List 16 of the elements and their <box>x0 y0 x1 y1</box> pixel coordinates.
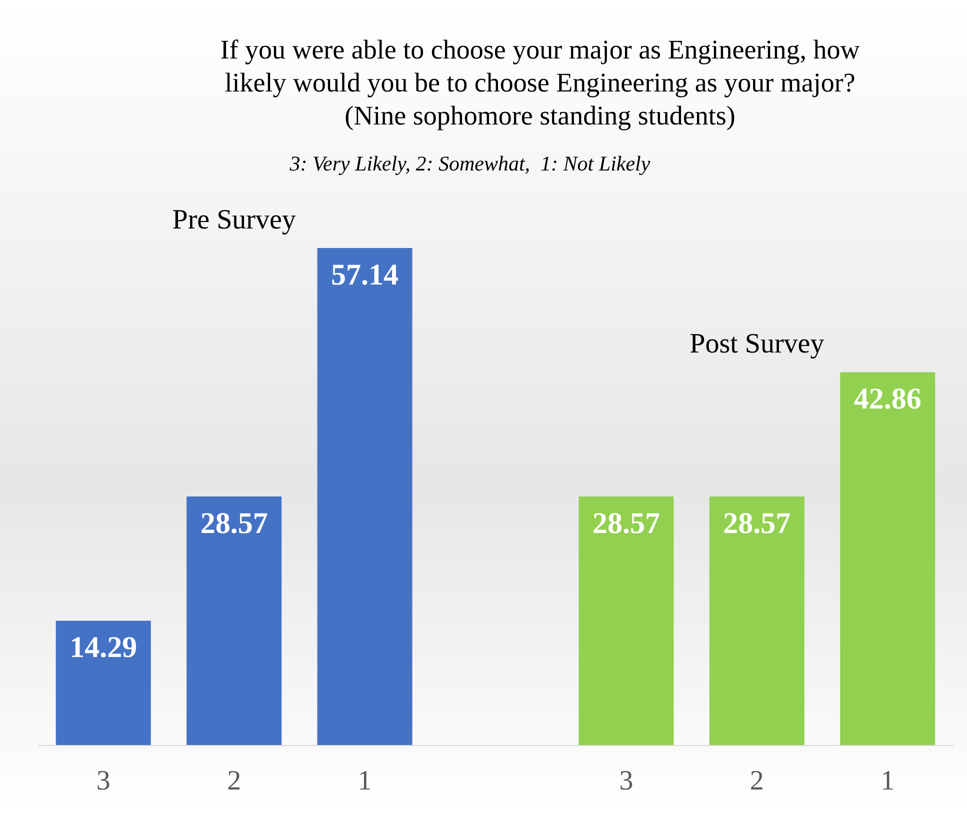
chart-title: If you were able to choose your major as Engineering, how likely would you be to choose Engineering as your major? (Nine sophomore standing students) <box>220 34 860 130</box>
x-tick-label: 3 <box>619 766 634 796</box>
data-label: 28.57 <box>200 507 268 540</box>
x-tick-label: 3 <box>96 766 110 796</box>
data-label: 28.57 <box>723 507 791 540</box>
chart-subtitle: 3: Very Likely, 2: Somewhat, 1: Not Likely <box>288 152 651 176</box>
x-tick-label: 1 <box>880 766 895 796</box>
x-tick-label: 1 <box>358 766 372 796</box>
data-label: 57.14 <box>331 258 399 292</box>
x-tick-label: 2 <box>750 766 764 796</box>
data-label: 14.29 <box>70 631 138 664</box>
x-tick-label: 2 <box>227 766 242 796</box>
series-label: Post Survey <box>690 328 824 360</box>
data-label: 28.57 <box>592 507 660 540</box>
series-label: Pre Survey <box>172 204 296 236</box>
data-label: 42.86 <box>854 382 922 416</box>
